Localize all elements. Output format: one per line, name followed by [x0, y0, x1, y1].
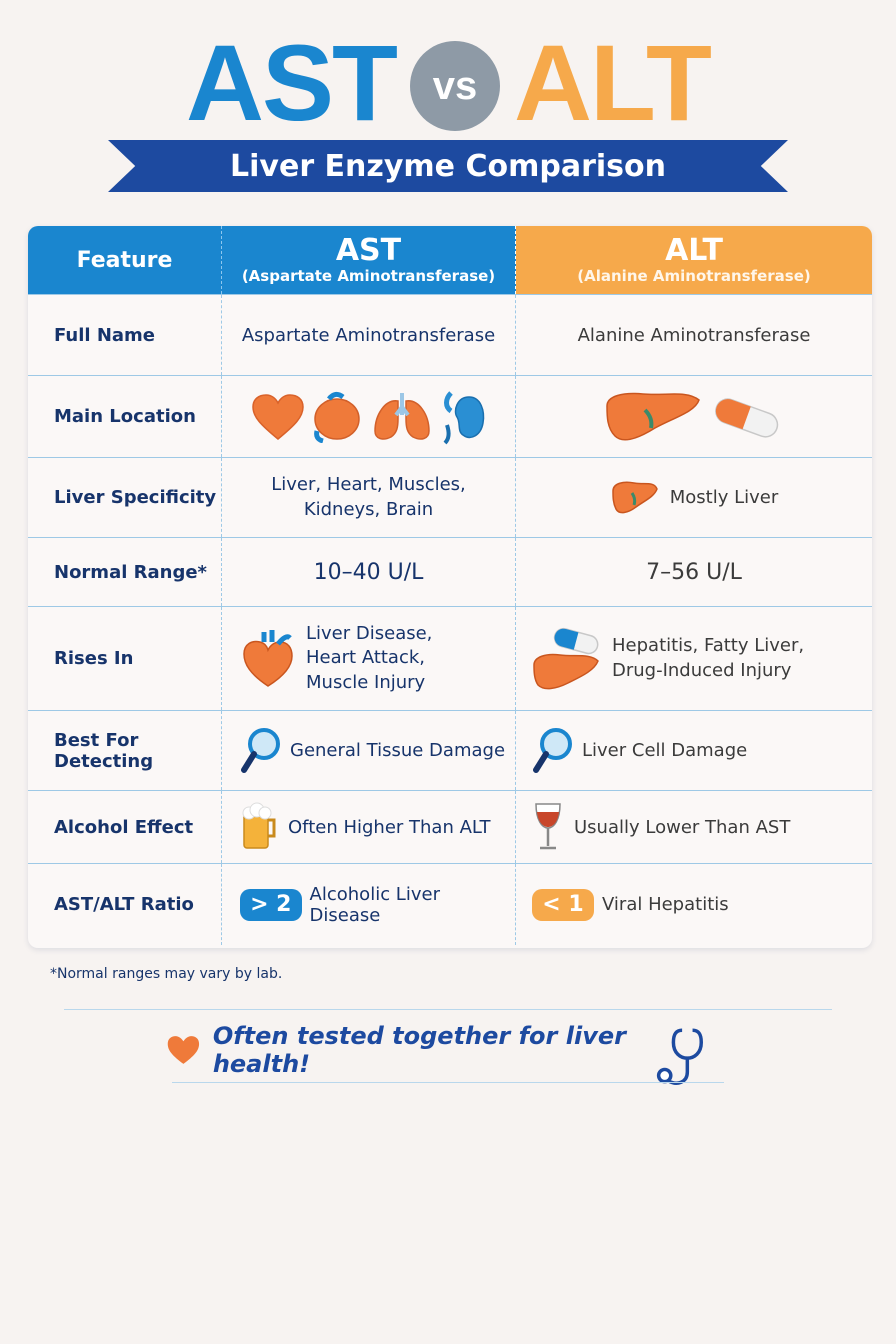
magnifier-icon [241, 727, 280, 773]
row-label: Normal Range* [28, 538, 222, 606]
title-alt: ALT [514, 22, 712, 143]
subtitle-ribbon: Liver Enzyme Comparison [108, 140, 788, 192]
ast-rises-line: Heart Attack, [306, 647, 426, 669]
heart-icon [251, 393, 304, 440]
ast-value: Liver, Heart, Muscles, Kidneys, Brain [222, 458, 516, 537]
ast-value: Aspartate Aminotransferase [222, 295, 516, 375]
alt-rises-line: Drug-Induced Injury [612, 659, 792, 681]
alt-ratio-text: Viral Hepatitis [602, 894, 729, 915]
ast-ratio-text: Alcoholic Liver Disease [309, 883, 440, 926]
tagline: Often tested together for liver health! [166, 1022, 726, 1085]
pill-icon [715, 397, 779, 438]
alt-value [516, 376, 872, 457]
liver-icon [611, 481, 658, 513]
table-row: Liver Specificity Liver, Heart, Muscles,… [28, 457, 872, 537]
ast-detecting: General Tissue Damage [290, 740, 506, 761]
table-row: Best For Detecting General Tissue Damage… [28, 710, 872, 790]
ast-alcohol: Often Higher Than ALT [288, 816, 491, 838]
row-label: AST/ALT Ratio [28, 864, 222, 945]
wine-icon [535, 803, 561, 850]
ast-value: General Tissue Damage [222, 711, 516, 790]
header-feature-label: Feature [76, 247, 173, 273]
alt-full-name: Alanine Aminotransferase [577, 324, 811, 346]
row-label: Full Name [28, 295, 222, 375]
heart-icon [243, 629, 293, 687]
divider [64, 1009, 832, 1010]
alt-detecting: Liver Cell Damage [582, 740, 748, 761]
header-feature: Feature [28, 226, 222, 294]
header-alt-abbr: ALT [665, 232, 723, 268]
lungs-icon [373, 392, 430, 440]
alt-value: < 1 Viral Hepatitis [516, 864, 872, 945]
row-label: Alcohol Effect [28, 791, 222, 863]
kidney-icon [442, 390, 484, 444]
alt-value: Usually Lower Than AST [516, 791, 872, 863]
liver-icon [313, 391, 360, 443]
heart-icon [167, 1036, 200, 1064]
ast-full-name: Aspartate Aminotransferase [241, 324, 496, 346]
alt-value: Liver Cell Damage [516, 711, 872, 790]
beer-icon [242, 802, 276, 849]
page-title: AST vs ALT [0, 28, 896, 138]
table-header: Feature AST (Aspartate Aminotransferase)… [28, 226, 872, 294]
header-alt: ALT (Alanine Aminotransferase) [516, 226, 872, 294]
ast-specificity-line: Kidneys, Brain [303, 498, 434, 520]
ast-specificity-line: Liver, Heart, Muscles, [271, 474, 466, 496]
alt-range: 7–56 U/L [646, 559, 742, 585]
row-label: Best For Detecting [28, 711, 222, 790]
ast-value: > 2 Alcoholic Liver Disease [222, 864, 516, 945]
footnote: *Normal ranges may vary by lab. [50, 966, 283, 982]
ast-value: Liver Disease, Heart Attack, Muscle Inju… [222, 607, 516, 710]
divider [172, 1082, 724, 1083]
header-ast: AST (Aspartate Aminotransferase) [222, 226, 516, 294]
liver-icon [606, 392, 700, 440]
table-row: Full Name Aspartate Aminotransferase Ala… [28, 294, 872, 375]
ratio-badge-alt: < 1 [532, 888, 594, 921]
stethoscope-icon [657, 1028, 704, 1085]
ast-rises-line: Liver Disease, [306, 623, 433, 645]
alt-specificity: Mostly Liver [669, 487, 779, 508]
alt-value: Mostly Liver [516, 458, 872, 537]
table-row: Main Location [28, 375, 872, 457]
ast-value: Often Higher Than ALT [222, 791, 516, 863]
alt-alcohol: Usually Lower Than AST [574, 816, 791, 838]
ast-range: 10–40 U/L [313, 559, 424, 585]
row-label: Rises In [28, 607, 222, 710]
ast-rises-line: Muscle Injury [306, 671, 426, 693]
ast-value: 10–40 U/L [222, 538, 516, 606]
header-ast-abbr: AST [335, 232, 402, 268]
alt-value: 7–56 U/L [516, 538, 872, 606]
liver-pill-icon [533, 627, 599, 689]
title-ast: AST [186, 22, 398, 143]
table-row: Rises In Liver Disease, Heart Attack, Mu… [28, 606, 872, 710]
alt-value: Hepatitis, Fatty Liver, Drug-Induced Inj… [516, 607, 872, 710]
table-row: AST/ALT Ratio > 2 Alcoholic Liver Diseas… [28, 863, 872, 945]
table-row: Alcohol Effect Often Higher Than ALT Usu… [28, 790, 872, 863]
row-label: Main Location [28, 376, 222, 457]
magnifier-icon [533, 727, 572, 773]
ast-value [222, 376, 516, 457]
vs-badge: vs [410, 41, 501, 131]
row-label: Liver Specificity [28, 458, 222, 537]
alt-rises: Hepatitis, Fatty Liver, Drug-Induced Inj… [612, 634, 804, 683]
ast-rises: Liver Disease, Heart Attack, Muscle Inju… [306, 622, 432, 695]
table-row: Normal Range* 10–40 U/L 7–56 U/L [28, 537, 872, 606]
alt-rises-line: Hepatitis, Fatty Liver, [612, 635, 805, 657]
subtitle: Liver Enzyme Comparison [230, 148, 666, 184]
header-ast-full: (Aspartate Aminotransferase) [241, 266, 496, 285]
alt-value: Alanine Aminotransferase [516, 295, 872, 375]
comparison-table: Feature AST (Aspartate Aminotransferase)… [28, 226, 872, 948]
ast-specificity: Liver, Heart, Muscles, Kidneys, Brain [271, 473, 466, 522]
ratio-badge-ast: > 2 [240, 888, 302, 921]
tagline-text: Often tested together for liver health! [212, 1022, 626, 1078]
header-alt-full: (Alanine Aminotransferase) [577, 266, 811, 285]
